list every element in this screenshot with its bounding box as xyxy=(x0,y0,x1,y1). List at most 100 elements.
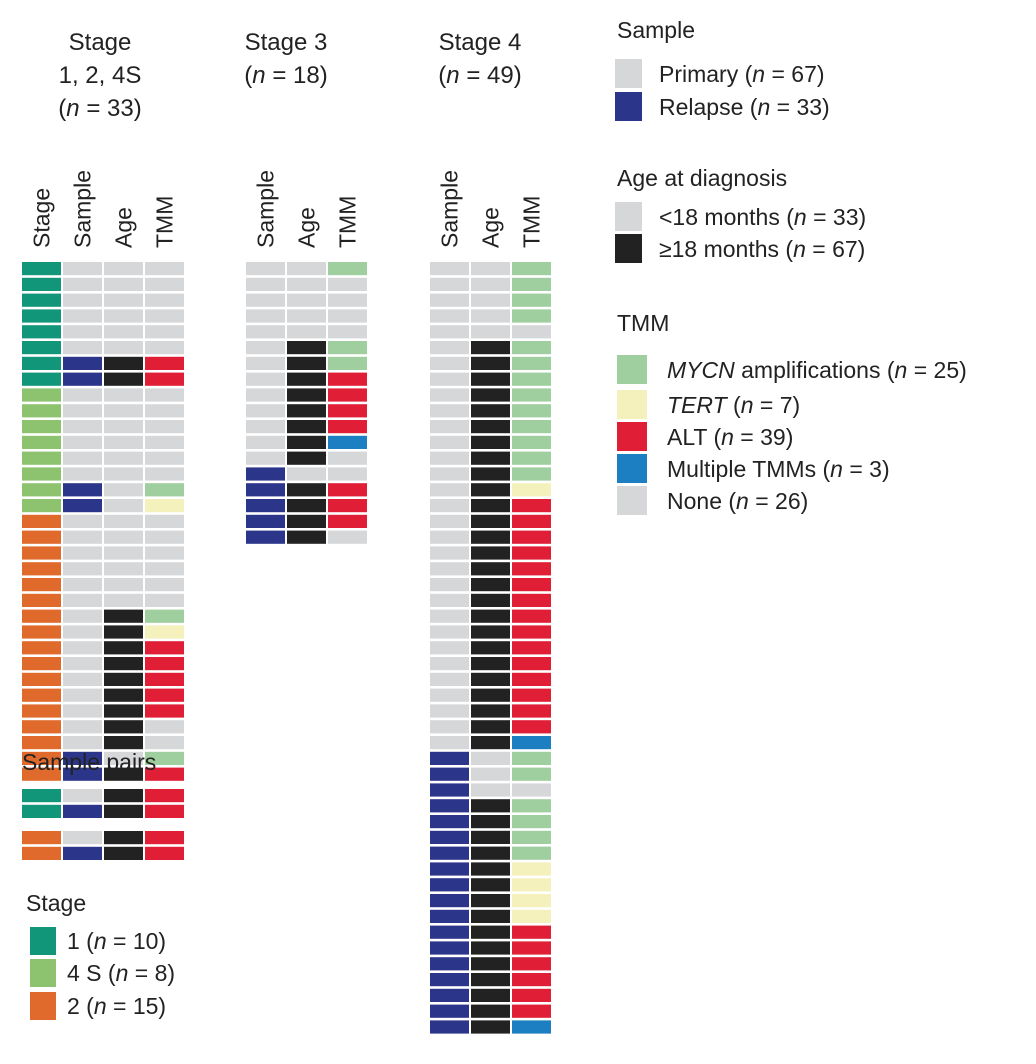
cell-stage xyxy=(22,625,61,639)
cell-stage xyxy=(22,609,61,623)
cell-tmm xyxy=(145,688,184,702)
cell-tmm xyxy=(512,657,551,671)
cell-age xyxy=(287,388,326,402)
panel-3: Stage 4 (n = 49) Sample Age TMM xyxy=(430,29,551,1034)
cell-age xyxy=(471,435,510,449)
cell-stage xyxy=(22,499,61,513)
cell-sample xyxy=(430,830,469,844)
cell-tmm xyxy=(512,925,551,939)
cell-sample xyxy=(430,862,469,876)
cell-age xyxy=(471,546,510,560)
cell-age xyxy=(471,862,510,876)
cell-stage xyxy=(22,688,61,702)
pair-cell-age xyxy=(104,804,143,818)
cell-sample xyxy=(246,277,285,291)
cell-tmm xyxy=(145,720,184,734)
cell-sample xyxy=(430,688,469,702)
cell-sample xyxy=(430,704,469,718)
legend-tmm-title: TMM xyxy=(617,310,669,336)
legend-sample-label-relapse: Relapse (n = 33) xyxy=(659,94,830,120)
cell-tmm xyxy=(145,578,184,592)
cell-age xyxy=(471,609,510,623)
cell-sample xyxy=(430,546,469,560)
cell-sample xyxy=(246,293,285,307)
cell-tmm xyxy=(512,625,551,639)
cell-sample xyxy=(430,467,469,481)
cell-sample xyxy=(430,530,469,544)
cell-tmm xyxy=(512,767,551,781)
cell-age xyxy=(287,325,326,339)
cell-sample xyxy=(430,878,469,892)
legend-age-swatch-age_ge18 xyxy=(615,234,642,263)
cell-age xyxy=(104,483,143,497)
cell-age xyxy=(471,672,510,686)
cell-stage xyxy=(22,593,61,607)
cell-sample xyxy=(430,783,469,797)
panel-2-title-line-2: (n = 18) xyxy=(244,62,327,89)
cell-tmm xyxy=(145,388,184,402)
cell-tmm xyxy=(328,499,367,513)
cell-stage xyxy=(22,356,61,370)
cell-tmm xyxy=(145,356,184,370)
cell-sample xyxy=(63,514,102,528)
cell-sample xyxy=(430,894,469,908)
cell-sample xyxy=(63,688,102,702)
cell-sample xyxy=(430,388,469,402)
cell-tmm xyxy=(328,341,367,355)
pair-cell-sample xyxy=(63,789,102,803)
cell-sample xyxy=(430,609,469,623)
cell-sample xyxy=(63,767,102,781)
cell-tmm xyxy=(328,420,367,434)
cell-sample xyxy=(63,483,102,497)
cell-age xyxy=(287,356,326,370)
panel-1: Stage 1, 2, 4S (n = 33) Stage Sample Age TMM xyxy=(22,29,184,781)
cell-age xyxy=(471,657,510,671)
cell-tmm xyxy=(512,1004,551,1018)
cell-age xyxy=(104,657,143,671)
cell-age xyxy=(104,641,143,655)
cell-tmm xyxy=(512,688,551,702)
cell-stage xyxy=(22,720,61,734)
cell-sample xyxy=(246,451,285,465)
cell-stage xyxy=(22,672,61,686)
cell-age xyxy=(287,451,326,465)
cell-sample xyxy=(63,657,102,671)
cell-tmm xyxy=(145,609,184,623)
cell-sample xyxy=(430,593,469,607)
column-label-tmm: TMM xyxy=(519,196,545,248)
cell-sample xyxy=(63,672,102,686)
cell-stage xyxy=(22,751,61,765)
column-label-age: Age xyxy=(111,207,137,248)
cell-age xyxy=(471,388,510,402)
cell-tmm xyxy=(328,293,367,307)
cell-tmm xyxy=(145,767,184,781)
cell-sample xyxy=(63,388,102,402)
cell-tmm xyxy=(328,277,367,291)
legend-age-label-age_ge18: ≥18 months (n = 67) xyxy=(659,236,865,262)
column-label-age: Age xyxy=(478,207,504,248)
cell-age xyxy=(287,435,326,449)
cell-tmm xyxy=(328,467,367,481)
cell-stage xyxy=(22,293,61,307)
cell-tmm xyxy=(145,546,184,560)
cell-age xyxy=(287,404,326,418)
legend-tmm-label-tmm_MYCN: MYCN amplifications (n = 25) xyxy=(667,357,967,383)
cell-age xyxy=(471,957,510,971)
legend-age: Age at diagnosis <18 months (n = 33) ≥18 m… xyxy=(615,165,866,263)
cell-age xyxy=(104,609,143,623)
cell-tmm xyxy=(145,483,184,497)
cell-tmm xyxy=(145,751,184,765)
cell-age xyxy=(104,562,143,576)
cell-sample xyxy=(63,467,102,481)
cell-tmm xyxy=(512,941,551,955)
cell-tmm xyxy=(512,562,551,576)
legend-tmm-label-tmm_None: None (n = 26) xyxy=(667,488,808,514)
cell-age xyxy=(287,372,326,386)
cell-sample xyxy=(63,530,102,544)
legend-stage-swatch-stage_1 xyxy=(30,927,56,955)
cell-sample xyxy=(430,751,469,765)
column-label-sample: Sample xyxy=(437,170,463,248)
cell-age xyxy=(471,372,510,386)
cell-tmm xyxy=(145,404,184,418)
